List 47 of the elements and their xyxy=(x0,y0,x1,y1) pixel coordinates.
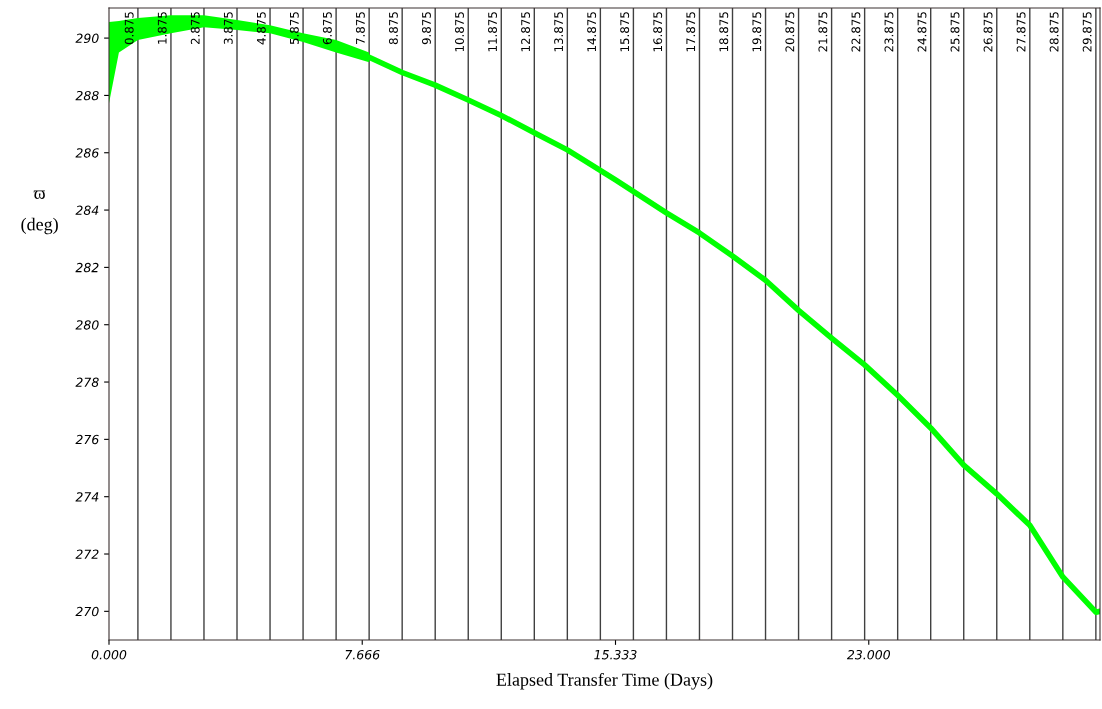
ref-line-label: 20.875 xyxy=(785,12,795,52)
y-axis-title: ϖ (deg) xyxy=(21,190,58,235)
y-tick-label: 286 xyxy=(75,148,99,158)
ref-line-label: 15.875 xyxy=(620,12,630,52)
ref-line-label: 26.875 xyxy=(983,12,993,52)
ref-line-label: 3.875 xyxy=(223,12,233,45)
ref-line-label: 27.875 xyxy=(1016,12,1026,52)
ref-line-label: 5.875 xyxy=(289,12,299,45)
ref-line-label: 21.875 xyxy=(818,12,828,52)
ref-line-label: 19.875 xyxy=(752,12,762,52)
ref-line-label: 28.875 xyxy=(1049,12,1059,52)
ref-line-label: 24.875 xyxy=(917,12,927,52)
y-tick-label: 280 xyxy=(75,320,99,330)
ref-line-label: 29.875 xyxy=(1082,12,1092,52)
x-tick-label: 0.000 xyxy=(91,649,127,660)
ref-line-label: 22.875 xyxy=(851,12,861,52)
ref-line-label: 8.875 xyxy=(388,12,398,45)
ref-line-label: 17.875 xyxy=(686,12,696,52)
y-tick-label: 276 xyxy=(75,434,99,445)
x-tick-label: 23.000 xyxy=(846,649,891,660)
y-tick-label: 278 xyxy=(75,377,99,387)
ref-line-label: 16.875 xyxy=(653,12,663,52)
ref-line-label: 13.875 xyxy=(554,12,564,52)
ref-line-label: 10.875 xyxy=(455,12,464,52)
x-tick-label: 7.666 xyxy=(345,649,380,660)
y-tick-label: 274 xyxy=(75,492,99,502)
ref-line-label: 9.875 xyxy=(422,12,431,45)
ref-line-label: 25.875 xyxy=(950,12,960,52)
ref-line-label: 4.875 xyxy=(256,12,266,45)
y-tick-label: 282 xyxy=(75,262,99,273)
ref-line-label: 18.875 xyxy=(719,12,729,52)
ref-line-label: 14.875 xyxy=(587,12,597,52)
y-tick-label: 290 xyxy=(75,33,99,44)
x-axis-title: Elapsed Transfer Time (Days) xyxy=(496,672,713,690)
ref-line-label: 6.875 xyxy=(322,12,332,45)
ref-line-label: 11.875 xyxy=(488,12,497,52)
ref-line-label: 23.875 xyxy=(884,12,894,52)
ref-line-label: 2.875 xyxy=(190,12,200,45)
ref-line-label: 7.875 xyxy=(355,12,365,44)
y-tick-label: 284 xyxy=(75,205,99,215)
ref-line-label: 12.875 xyxy=(521,12,531,52)
ref-line-label: 1.875 xyxy=(157,12,167,44)
ref-line-label: 0.875 xyxy=(124,12,134,45)
y-tick-label: 270 xyxy=(75,606,99,617)
y-tick-label: 272 xyxy=(75,549,99,559)
y-tick-label: 288 xyxy=(75,90,99,101)
x-tick-label: 15.333 xyxy=(594,649,637,660)
